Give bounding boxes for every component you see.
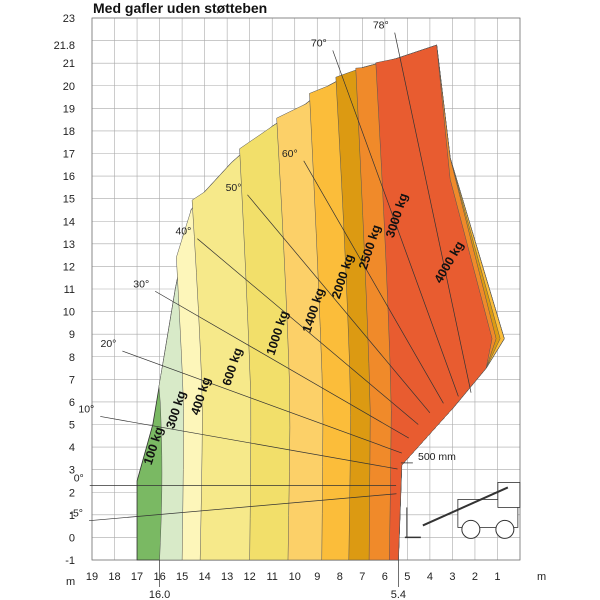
- x-tick-label: 15: [176, 571, 188, 583]
- y-tick-label: 11: [64, 284, 75, 296]
- x-tick-label: 18: [108, 571, 120, 583]
- x-tick-label: 3: [449, 571, 455, 583]
- y-tick-label: 13: [63, 239, 75, 251]
- x-tick-label: 4: [427, 571, 433, 583]
- extra-x-mark-label: 16.0: [149, 589, 170, 600]
- x-tick-label: 12: [244, 571, 256, 583]
- angle-label-30: 30°: [133, 278, 149, 290]
- boom-line-70: [332, 50, 459, 397]
- boom-line-40: [197, 238, 419, 425]
- x-tick-label: 14: [199, 571, 211, 583]
- load-zones: [136, 44, 505, 561]
- angle-label--5: -5°: [69, 508, 83, 520]
- y-tick-label: 1: [69, 510, 75, 522]
- angle-label-50: 50°: [226, 182, 242, 194]
- annotation-500mm: 500 mm: [418, 451, 456, 463]
- y-axis-unit: m: [66, 576, 75, 588]
- telehandler-drawing: [400, 462, 521, 539]
- angle-label-60: 60°: [282, 148, 298, 160]
- angle-label-78: 78°: [373, 20, 389, 32]
- x-tick-label: 11: [266, 571, 277, 583]
- machine-wheel-rear: [495, 519, 515, 539]
- zone-4000-kg: [375, 44, 493, 561]
- y-tick-label: 21: [63, 58, 75, 70]
- y-tick-label: 21.8: [54, 40, 75, 52]
- y-tick-label: 20: [63, 81, 75, 93]
- angle-label-0: 0°: [74, 472, 84, 484]
- x-tick-label: 9: [314, 571, 320, 583]
- y-tick-label: 12: [63, 261, 75, 273]
- x-tick-label: 6: [382, 571, 388, 583]
- y-tick-label: 4: [69, 442, 75, 454]
- axis-ticks: 19 18 17 16 15 14 13 12 11 10 9 8 7 6 5 4 3 2 12321.821201…: [54, 13, 501, 600]
- x-tick-label: 2: [472, 571, 478, 583]
- boom-line-10: [100, 416, 398, 470]
- boom-line-30: [154, 290, 409, 439]
- y-tick-label: 19: [63, 103, 75, 115]
- boom-line--5: [88, 493, 397, 522]
- x-axis-unit: m: [537, 571, 546, 583]
- x-tick-label: 1: [494, 571, 500, 583]
- y-tick-label: -1: [65, 555, 75, 567]
- boom-line-78: [394, 32, 472, 393]
- angle-label-10: 10°: [78, 403, 94, 415]
- y-tick-label: 14: [63, 216, 75, 228]
- x-tick-label: 17: [131, 571, 143, 583]
- y-tick-label: 5: [69, 420, 75, 432]
- y-tick-label: 10: [63, 307, 75, 319]
- machine-boom: [422, 486, 509, 527]
- angle-label-20: 20°: [101, 338, 117, 350]
- x-tick-label: 5: [404, 571, 410, 583]
- boom-line-20: [122, 350, 402, 454]
- angle-label-40: 40°: [175, 226, 191, 238]
- x-tick-label: 10: [289, 571, 301, 583]
- extra-x-mark-label: 5.4: [391, 589, 406, 600]
- boom-line-50: [247, 194, 431, 414]
- y-tick-label: 23: [63, 13, 75, 25]
- y-tick-label: 6: [69, 397, 75, 409]
- boom-line-60: [303, 160, 444, 404]
- y-tick-label: 17: [63, 149, 75, 161]
- x-tick-label: 8: [337, 571, 343, 583]
- x-tick-label: 19: [86, 571, 98, 583]
- y-tick-label: 3: [69, 465, 75, 477]
- y-tick-label: 8: [69, 352, 75, 364]
- chart-title: Med gafler uden støtteben: [93, 0, 267, 16]
- y-tick-label: 7: [69, 374, 75, 386]
- x-tick-label: 13: [221, 571, 233, 583]
- boom-angle-lines: -5° 0° 10° 20° 30° 40° 50° 60° 70° 78°: [69, 20, 472, 522]
- machine-wheel-front: [461, 519, 481, 539]
- y-tick-label: 15: [63, 194, 75, 206]
- machine-cab: [497, 482, 521, 508]
- y-tick-label: 18: [63, 126, 75, 138]
- y-tick-label: 2: [69, 487, 75, 499]
- y-tick-label: 9: [69, 329, 75, 341]
- y-tick-label: 0: [69, 532, 75, 544]
- y-tick-label: 16: [63, 171, 75, 183]
- angle-label-70: 70°: [311, 37, 327, 49]
- x-tick-label: 7: [359, 571, 365, 583]
